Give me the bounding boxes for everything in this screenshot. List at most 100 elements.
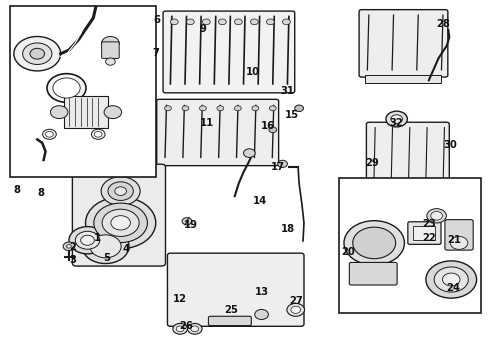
Text: 2: 2 [69,242,76,252]
FancyBboxPatch shape [366,122,448,197]
Text: 26: 26 [179,321,193,331]
Text: 5: 5 [103,253,110,263]
Text: 11: 11 [199,118,213,128]
Circle shape [218,19,226,25]
Circle shape [85,197,156,249]
Circle shape [187,323,202,334]
Circle shape [176,326,183,332]
Circle shape [108,182,133,201]
Circle shape [425,261,476,298]
Circle shape [343,221,404,265]
Text: 32: 32 [389,118,403,128]
Text: 12: 12 [173,294,187,304]
Circle shape [50,106,68,118]
Circle shape [105,58,115,65]
Circle shape [190,326,198,332]
Circle shape [102,209,139,237]
Text: 1: 1 [94,233,101,243]
Circle shape [433,267,468,292]
Circle shape [66,244,71,248]
Circle shape [430,212,442,220]
Circle shape [22,43,52,64]
FancyBboxPatch shape [102,42,119,58]
Circle shape [268,127,276,133]
Circle shape [69,226,106,254]
Circle shape [269,106,276,111]
Text: 25: 25 [224,305,237,315]
Text: 28: 28 [436,19,449,29]
Text: 18: 18 [280,225,294,234]
Circle shape [111,216,130,230]
FancyBboxPatch shape [444,220,472,250]
Circle shape [102,36,119,49]
Text: 31: 31 [280,86,294,96]
Text: 22: 22 [421,233,435,243]
Text: 27: 27 [288,296,302,306]
Circle shape [42,129,56,139]
Text: 17: 17 [270,162,284,172]
Circle shape [47,74,86,102]
Circle shape [45,131,53,137]
Text: 8: 8 [37,188,44,198]
Circle shape [94,131,102,137]
Circle shape [251,106,258,111]
FancyBboxPatch shape [358,10,447,77]
Circle shape [217,106,224,111]
FancyBboxPatch shape [348,262,396,285]
FancyBboxPatch shape [163,11,294,93]
Circle shape [199,106,206,111]
Circle shape [182,218,191,225]
Circle shape [250,19,258,25]
Circle shape [53,78,80,98]
Text: 29: 29 [365,158,378,168]
Text: 14: 14 [252,196,266,206]
FancyBboxPatch shape [167,253,304,326]
Text: 9: 9 [199,24,206,34]
Bar [365,75,441,83]
Circle shape [170,19,178,25]
Circle shape [286,303,304,316]
Circle shape [426,209,446,223]
Circle shape [115,187,126,195]
Circle shape [385,111,407,127]
Circle shape [290,306,300,314]
Text: 21: 21 [446,235,460,245]
FancyBboxPatch shape [157,99,278,166]
Circle shape [294,105,303,112]
Circle shape [266,19,274,25]
Circle shape [30,48,44,59]
Circle shape [172,323,187,334]
Circle shape [75,231,100,249]
FancyBboxPatch shape [208,316,251,325]
Text: 19: 19 [183,220,198,230]
Circle shape [91,129,105,139]
Circle shape [243,149,255,157]
Circle shape [449,237,467,249]
Circle shape [14,36,61,71]
Text: 13: 13 [254,287,268,297]
Circle shape [282,19,290,25]
Text: 23: 23 [421,219,435,229]
Text: 24: 24 [445,283,459,293]
Bar [412,226,434,240]
Bar [10,6,156,177]
Circle shape [234,106,241,111]
Text: 30: 30 [443,140,456,150]
Text: 16: 16 [260,121,274,131]
Text: 6: 6 [153,15,160,26]
Bar [64,96,108,128]
Text: 15: 15 [285,110,299,120]
Circle shape [82,229,129,264]
Circle shape [101,177,140,206]
FancyBboxPatch shape [407,222,440,244]
Circle shape [182,106,188,111]
Circle shape [104,106,122,118]
Circle shape [94,203,147,243]
Circle shape [164,106,171,111]
Text: 7: 7 [152,48,159,58]
Circle shape [442,273,459,286]
Circle shape [63,242,75,251]
Circle shape [81,235,94,245]
Circle shape [390,115,402,123]
Circle shape [277,160,287,167]
